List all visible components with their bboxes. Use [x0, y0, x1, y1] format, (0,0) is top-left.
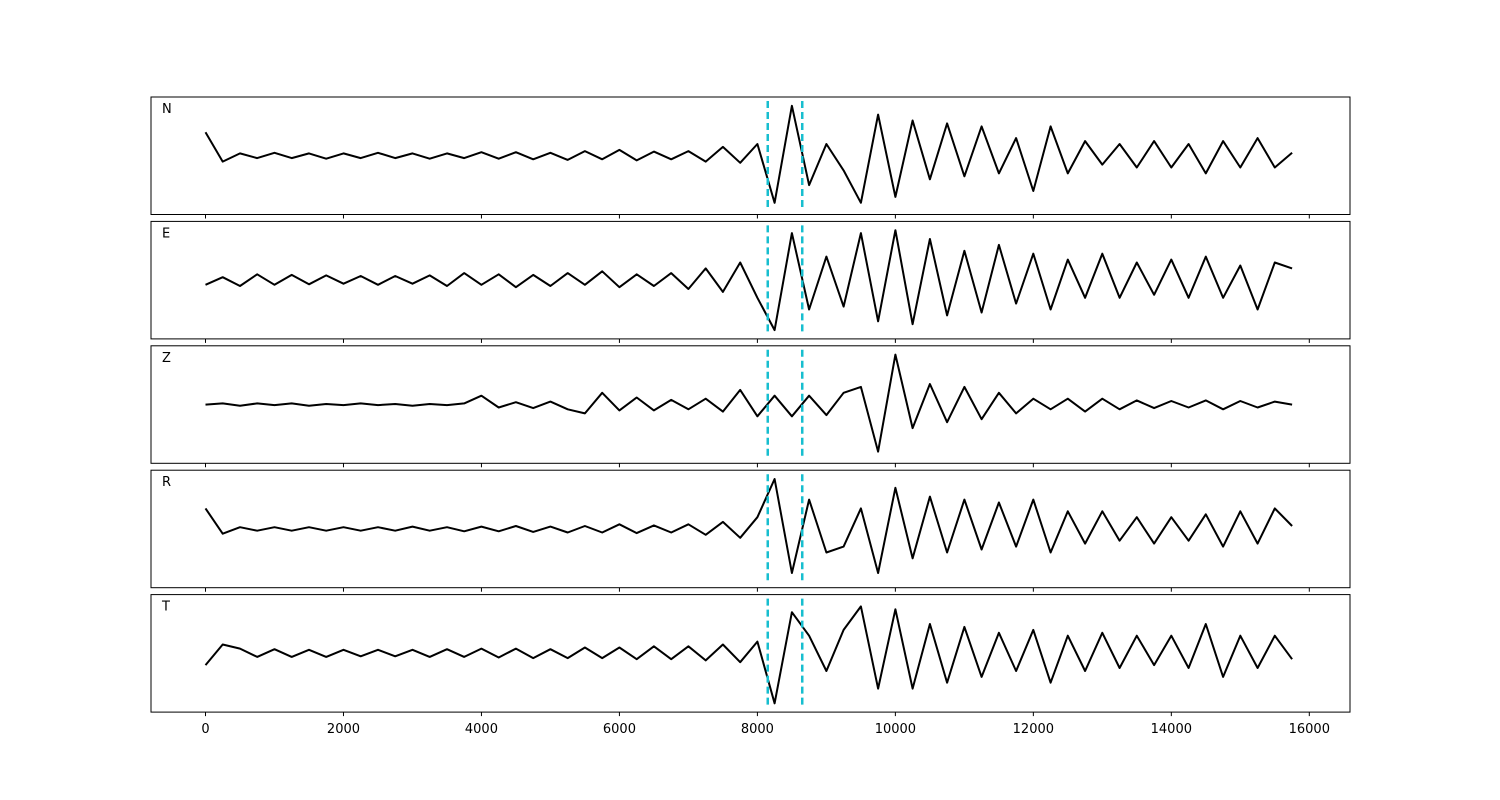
- trace: [204, 478, 1293, 574]
- x-tick-label: 0: [201, 722, 209, 737]
- x-tick-label: 6000: [603, 722, 636, 737]
- trace: [204, 605, 1293, 705]
- axes-frame: [150, 345, 1351, 464]
- panel-label: N: [162, 102, 172, 117]
- trace: [204, 104, 1293, 204]
- x-tick-label: 4000: [465, 722, 498, 737]
- panel-label: T: [161, 600, 170, 615]
- panel-label: E: [162, 226, 170, 241]
- axes-frame: [150, 469, 1351, 589]
- axes-frame: [150, 594, 1351, 713]
- x-tick-label: 14000: [1151, 722, 1192, 737]
- x-tick-label: 8000: [741, 722, 774, 737]
- x-tick-label: 12000: [1013, 722, 1054, 737]
- axes-frame: [150, 96, 1351, 215]
- x-tick-label: 2000: [327, 722, 360, 737]
- x-tick-label: 16000: [1289, 722, 1330, 737]
- trace: [205, 353, 1293, 453]
- x-tick-label: 10000: [875, 722, 916, 737]
- trace: [205, 229, 1293, 332]
- panel-label: Z: [162, 351, 171, 366]
- panel-label: R: [162, 475, 171, 490]
- axes-frame: [150, 220, 1351, 340]
